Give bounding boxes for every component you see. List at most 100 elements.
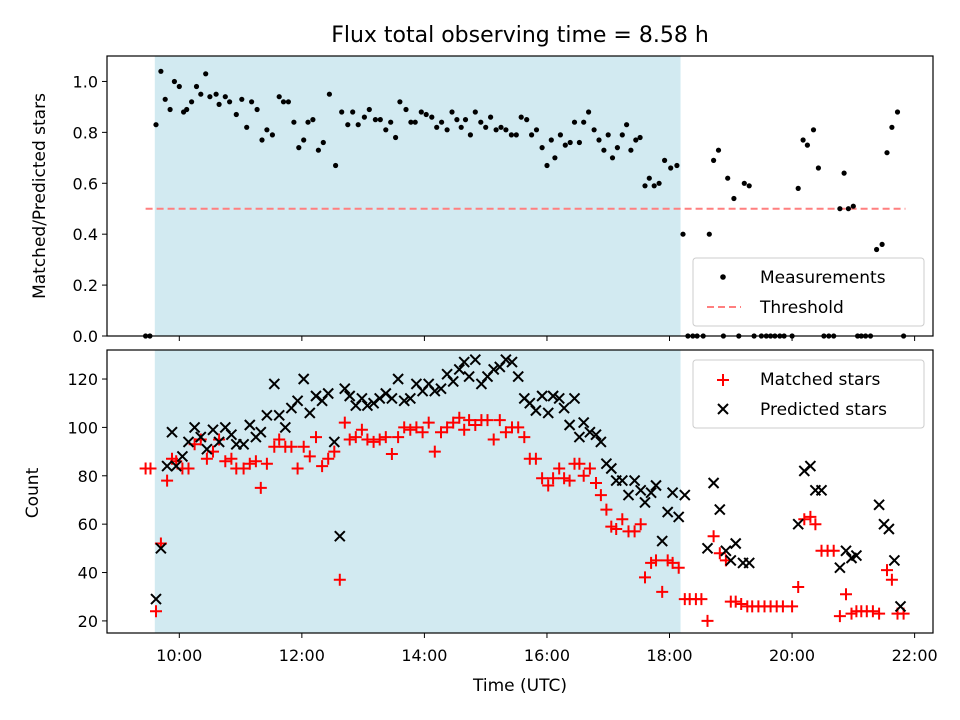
measurement-point (310, 117, 316, 123)
measurement-point (393, 134, 399, 141)
matched-star-point (343, 433, 356, 446)
predicted-star-point (584, 426, 596, 438)
matched-star-point (881, 564, 893, 577)
measurement-point (372, 117, 378, 123)
matched-star-point (558, 472, 571, 485)
measurement-point (889, 124, 895, 130)
predicted-star-point (150, 593, 162, 605)
matched-star-point (297, 440, 310, 453)
predicted-star-point (536, 390, 548, 402)
measurement-point (269, 132, 275, 138)
predicted-star-point (547, 390, 559, 402)
bottom-y-tick-label: 20 (78, 612, 98, 631)
matched-star-point (563, 474, 576, 487)
bottom-y-tick-label: 120 (67, 370, 98, 389)
matched-star-point (355, 423, 368, 436)
measurement-point (259, 137, 265, 143)
ratio-panel: Flux total observing time = 8.58 h 0.00.… (30, 23, 934, 346)
predicted-star-point (304, 407, 316, 419)
measurement-point (800, 137, 806, 143)
matched-star-point (707, 530, 720, 543)
measurement-point (513, 132, 519, 138)
measurement-point (576, 139, 583, 146)
predicted-star-point (573, 431, 586, 443)
measurement-point (731, 195, 737, 202)
matched-star-point (866, 605, 879, 618)
predicted-star-point (268, 378, 281, 390)
matched-star-point (361, 433, 374, 446)
measurement-point (841, 170, 847, 176)
predicted-star-point (661, 506, 674, 518)
matched-star-point (285, 440, 298, 453)
matched-star-point (404, 423, 417, 436)
matched-star-point (219, 455, 232, 468)
matched-star-point (243, 457, 256, 470)
bottom-legend: Matched stars Predicted stars (692, 359, 925, 429)
measurement-point (874, 246, 880, 253)
measurement-point (837, 206, 843, 212)
measurement-point (591, 127, 597, 133)
bottom-y-tick-label: 60 (78, 515, 98, 534)
predicted-star-point (553, 392, 565, 405)
measurement-point (408, 119, 414, 125)
matched-star-point (695, 593, 708, 606)
predicted-star-point (166, 426, 178, 438)
predicted-star-point (213, 436, 225, 448)
measurement-point (518, 114, 524, 120)
matched-star-point (701, 614, 714, 627)
measurement-point (305, 119, 311, 125)
predicted-star-point (291, 395, 304, 407)
matched-star-point (798, 513, 811, 526)
measurement-point (162, 96, 168, 102)
predicted-star-point (392, 373, 404, 385)
predicted-star-point (792, 518, 804, 530)
predicted-star-point (701, 542, 714, 555)
predicted-star-point (334, 530, 346, 542)
matched-star-point (249, 455, 262, 468)
matched-star-point (735, 598, 748, 610)
predicted-star-point (729, 537, 742, 550)
predicted-star-point (506, 356, 518, 368)
predicted-star-point (176, 450, 189, 463)
measurement-point (222, 94, 228, 100)
predicted-star-point (356, 392, 368, 405)
measurement-point (741, 180, 747, 186)
measurement-point (668, 165, 674, 171)
matched-star-point (458, 423, 471, 436)
measurement-point (444, 127, 450, 133)
matched-star-point (316, 460, 329, 473)
measurement-point (207, 94, 213, 100)
chart-title: Flux total observing time = 8.58 h (331, 23, 709, 48)
matched-star-point (672, 561, 685, 574)
matched-star-point (379, 431, 392, 444)
measurement-point (233, 111, 239, 118)
measurement-point (533, 127, 540, 133)
measurement-point (628, 147, 634, 153)
measurement-point (388, 119, 394, 125)
x-tick-label: 18:00 (646, 646, 692, 665)
measurement-point (662, 157, 668, 163)
measurement-point (153, 122, 159, 128)
legend-measurements-marker (720, 274, 726, 280)
matched-star-point (338, 416, 351, 429)
matched-star-point (310, 431, 322, 444)
matched-star-point (656, 585, 669, 598)
measurement-point (472, 109, 478, 115)
measurement-point (462, 117, 469, 123)
measurement-point (810, 127, 817, 133)
measurement-point (651, 183, 657, 189)
matched-star-point (428, 445, 441, 458)
x-tick-label: 14:00 (401, 646, 447, 665)
predicted-star-point (188, 421, 201, 434)
measurement-point (715, 147, 722, 153)
matched-star-point (328, 445, 341, 458)
predicted-star-point (297, 373, 310, 385)
matched-star-point (873, 607, 886, 620)
matched-star-point (349, 431, 362, 444)
matched-star-point (792, 581, 805, 593)
matched-star-point (398, 421, 411, 434)
measurement-point (586, 109, 592, 115)
predicted-star-point (530, 404, 542, 417)
measurement-point (198, 91, 204, 97)
matched-star-point (441, 421, 454, 434)
